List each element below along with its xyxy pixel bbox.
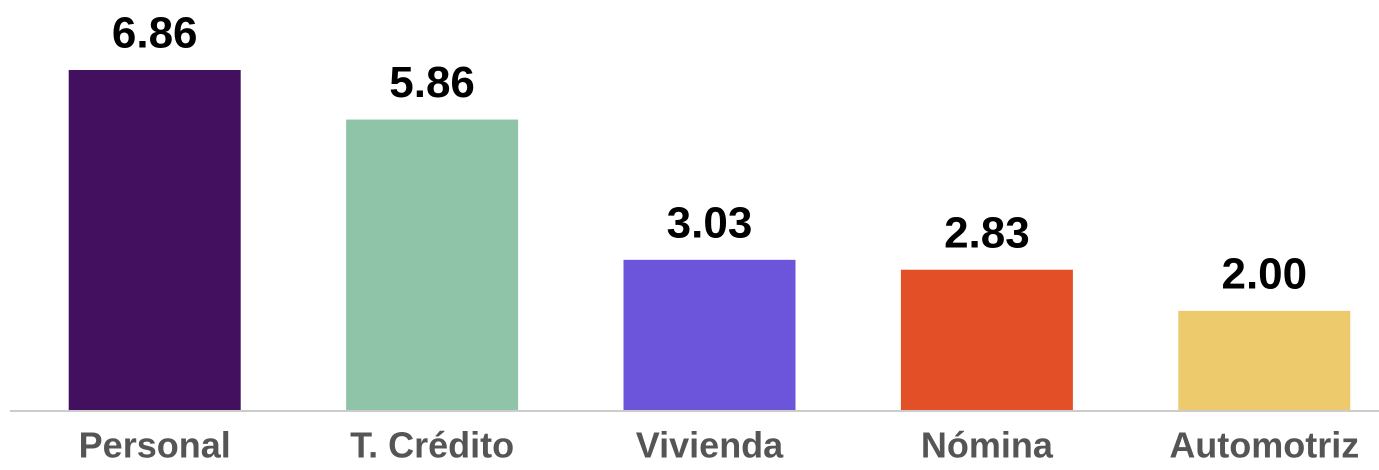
bar: [346, 119, 519, 410]
x-tick-label: Nómina: [921, 425, 1054, 466]
value-label: 2.83: [944, 208, 1030, 257]
value-label: 6.86: [112, 9, 198, 58]
x-tick-label: Personal: [79, 425, 231, 466]
bar: [1178, 310, 1351, 410]
x-tick-label: Automotriz: [1169, 425, 1359, 466]
value-label: 3.03: [667, 198, 753, 247]
x-tick-label: T. Crédito: [350, 425, 514, 466]
bar: [68, 70, 241, 410]
value-label: 2.00: [1221, 249, 1307, 298]
bar: [623, 259, 796, 410]
bar: [900, 269, 1073, 410]
x-tick-label: Vivienda: [636, 425, 784, 466]
value-label: 5.86: [389, 58, 475, 107]
